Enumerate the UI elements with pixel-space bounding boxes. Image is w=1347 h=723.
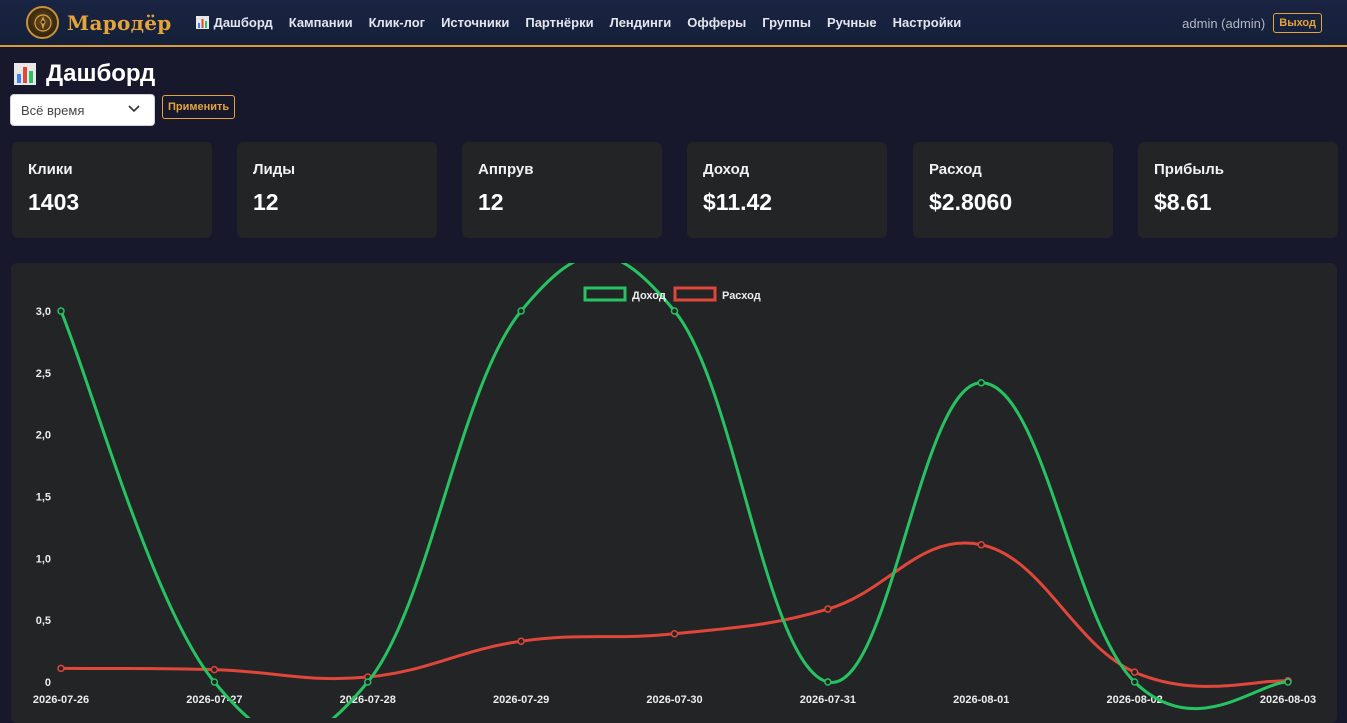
data-point xyxy=(364,678,372,686)
nav-item-groups[interactable]: Группы xyxy=(762,15,811,30)
x-tick-label: 2026-08-03 xyxy=(1260,694,1316,706)
series-line xyxy=(60,541,1289,688)
legend-swatch xyxy=(673,286,717,302)
stat-label: Лиды xyxy=(253,161,296,178)
chevron-down-icon xyxy=(128,105,140,113)
stat-card-income: Доход $11.42 xyxy=(687,142,887,238)
nav-item-landings[interactable]: Лендинги xyxy=(609,15,672,30)
nav-item-offers[interactable]: Офферы xyxy=(687,15,747,30)
main-nav: Дашборд Кампании Клик-лог Источники Парт… xyxy=(195,15,978,30)
stat-value: 12 xyxy=(478,189,504,215)
brand[interactable]: Мародёр xyxy=(26,6,172,39)
series-line xyxy=(59,263,1289,718)
stat-label: Расход xyxy=(929,161,982,178)
nav-item-dashboard[interactable]: Дашборд xyxy=(195,15,273,30)
data-point xyxy=(210,665,219,674)
x-tick-label: 2026-08-01 xyxy=(953,694,1009,706)
bar-chart-icon xyxy=(14,63,36,85)
nav-item-partners[interactable]: Партнёрки xyxy=(525,15,594,30)
stat-card-expense: Расход $2.8060 xyxy=(913,142,1113,238)
legend-label: Доход xyxy=(632,290,666,302)
stat-label: Доход xyxy=(703,161,750,178)
data-point xyxy=(670,630,679,638)
top-navbar: Мародёр Дашборд Кампании Клик-лог Источн… xyxy=(0,0,1347,47)
y-tick-label: 1,5 xyxy=(36,492,51,504)
x-tick-label: 2026-07-30 xyxy=(646,694,702,706)
brand-logo-icon xyxy=(26,6,59,39)
legend-swatch xyxy=(583,286,627,302)
stat-card-profit: Прибыль $8.61 xyxy=(1138,142,1338,238)
stat-card-clicks: Клики 1403 xyxy=(12,142,212,238)
stat-label: Аппрув xyxy=(478,161,534,178)
y-tick-label: 2,0 xyxy=(36,430,51,442)
stat-label: Прибыль xyxy=(1154,161,1224,178)
data-point xyxy=(824,678,832,686)
stat-value: $2.8060 xyxy=(929,189,1013,215)
stat-value: $8.61 xyxy=(1154,189,1212,215)
x-tick-label: 2026-07-26 xyxy=(33,694,89,706)
stat-value: 1403 xyxy=(28,189,80,215)
data-point xyxy=(977,378,985,387)
data-point xyxy=(1130,678,1139,686)
data-point xyxy=(824,605,832,613)
user-name: admin (admin) xyxy=(1182,15,1266,31)
x-tick-label: 2026-08-02 xyxy=(1106,694,1162,706)
legend-label: Расход xyxy=(722,290,761,302)
data-point xyxy=(57,664,65,673)
stat-value: 12 xyxy=(253,189,279,215)
bar-chart-icon xyxy=(195,16,209,29)
y-tick-label: 3,0 xyxy=(36,306,51,318)
period-select-value: Всё время xyxy=(21,102,85,118)
data-point xyxy=(1130,668,1139,676)
data-point xyxy=(57,307,65,315)
page-title-text: Дашборд xyxy=(46,60,156,87)
stat-card-leads: Лиды 12 xyxy=(237,142,437,238)
stat-value: $11.42 xyxy=(703,189,773,215)
y-tick-label: 0,5 xyxy=(36,615,51,627)
data-point xyxy=(517,637,525,645)
page-title: Дашборд xyxy=(14,60,155,88)
x-tick-label: 2026-07-31 xyxy=(800,694,856,706)
brand-name: Мародёр xyxy=(67,10,172,35)
x-tick-label: 2026-07-29 xyxy=(493,694,549,706)
user-area: admin (admin) Выход xyxy=(1182,13,1322,33)
stat-label: Клики xyxy=(28,161,73,178)
nav-item-manual[interactable]: Ручные xyxy=(826,15,877,30)
logout-button[interactable]: Выход xyxy=(1273,13,1322,33)
stat-card-approve: Аппрув 12 xyxy=(462,142,662,238)
nav-item-label: Дашборд xyxy=(213,15,273,30)
data-point xyxy=(210,678,219,686)
y-tick-label: 0 xyxy=(45,677,51,689)
nav-item-settings[interactable]: Настройки xyxy=(892,15,962,30)
data-point xyxy=(977,540,985,549)
nav-item-sources[interactable]: Источники xyxy=(441,15,510,30)
period-select[interactable]: Всё время xyxy=(10,94,155,126)
nav-item-campaigns[interactable]: Кампании xyxy=(288,15,353,30)
chart-card: 0 0,5 1,0 1,5 2,0 2,5 3,0 2026-07-26 2026-07-27 2… xyxy=(11,263,1337,723)
y-tick-label: 1,0 xyxy=(36,553,51,565)
data-point xyxy=(517,307,525,315)
data-point xyxy=(670,307,679,315)
data-point xyxy=(1284,678,1292,686)
y-tick-label: 2,5 xyxy=(36,368,51,380)
nav-item-clicklog[interactable]: Клик-лог xyxy=(368,15,426,30)
apply-button[interactable]: Применить xyxy=(162,95,236,119)
